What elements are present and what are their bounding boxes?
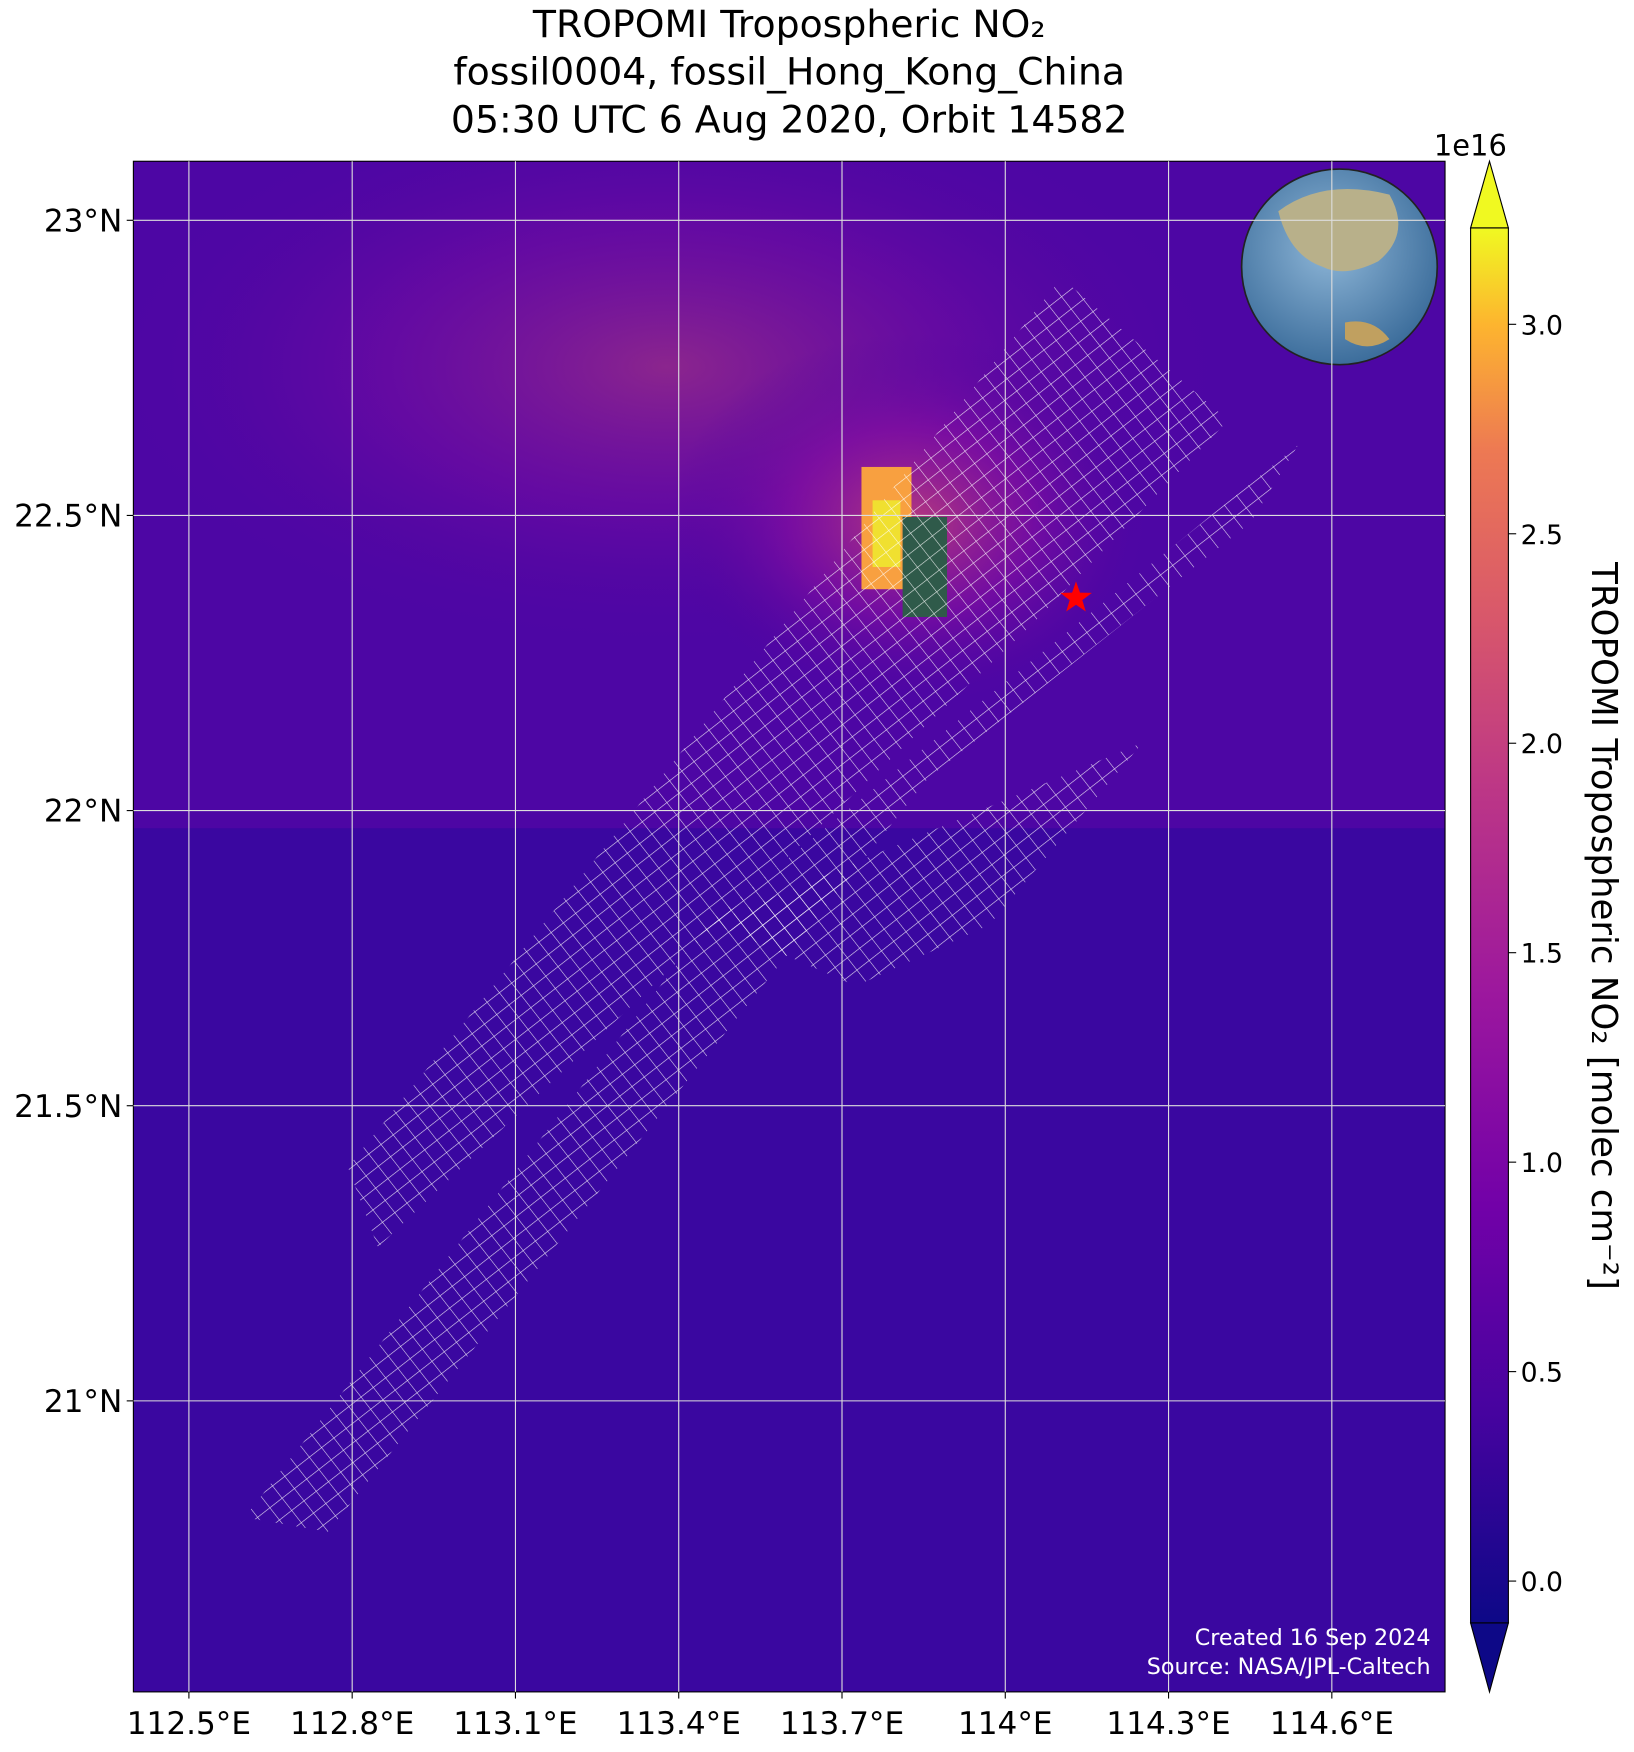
colorbar-tick-label: 0.5 <box>1521 1358 1563 1389</box>
colorbar-tick-label: 2.0 <box>1521 729 1563 760</box>
x-tick-label: 112.5°E <box>127 1706 251 1742</box>
colorbar-tick-label: 1.0 <box>1521 1148 1563 1179</box>
x-tick-label: 112.8°E <box>290 1706 414 1742</box>
colorbar-tick-label: 2.5 <box>1521 520 1563 551</box>
chart-title: fossil0004, fossil_Hong_Kong_China <box>453 50 1125 94</box>
colorbar <box>1469 159 1510 1694</box>
site-marker <box>1060 581 1092 612</box>
colorbar-tick-label: 1.5 <box>1521 939 1563 970</box>
y-tick-label: 22.5°N <box>14 499 122 535</box>
x-tick-label: 114.6°E <box>1270 1706 1394 1742</box>
map-frame <box>132 160 1446 1693</box>
x-tick-label: 113.4°E <box>617 1706 741 1742</box>
y-tick-label: 22°N <box>44 794 122 830</box>
chart-title: 05:30 UTC 6 Aug 2020, Orbit 14582 <box>451 97 1128 141</box>
x-tick-label: 114.3°E <box>1106 1706 1230 1742</box>
colorbar-tick-label: 0.0 <box>1521 1567 1563 1598</box>
map-background <box>133 161 1446 1692</box>
colorbar-tick-label: 3.0 <box>1521 310 1563 341</box>
x-tick-label: 114°E <box>958 1706 1053 1742</box>
annotation: Created 16 Sep 2024 <box>1195 1625 1431 1651</box>
x-tick-label: 113.7°E <box>780 1706 904 1742</box>
x-tick-label: 113.1°E <box>453 1706 577 1742</box>
chart-title: TROPOMI Tropospheric NO₂ <box>532 2 1046 46</box>
colorbar-offset: 1e16 <box>1434 129 1507 163</box>
y-tick-label: 21°N <box>44 1384 122 1420</box>
y-tick-label: 21.5°N <box>14 1089 122 1125</box>
y-tick-label: 23°N <box>44 203 122 239</box>
annotation: Source: NASA/JPL-Caltech <box>1147 1654 1431 1680</box>
colorbar-label: TROPOMI Tropospheric NO₂ [molec cm⁻²] <box>1583 561 1624 1290</box>
